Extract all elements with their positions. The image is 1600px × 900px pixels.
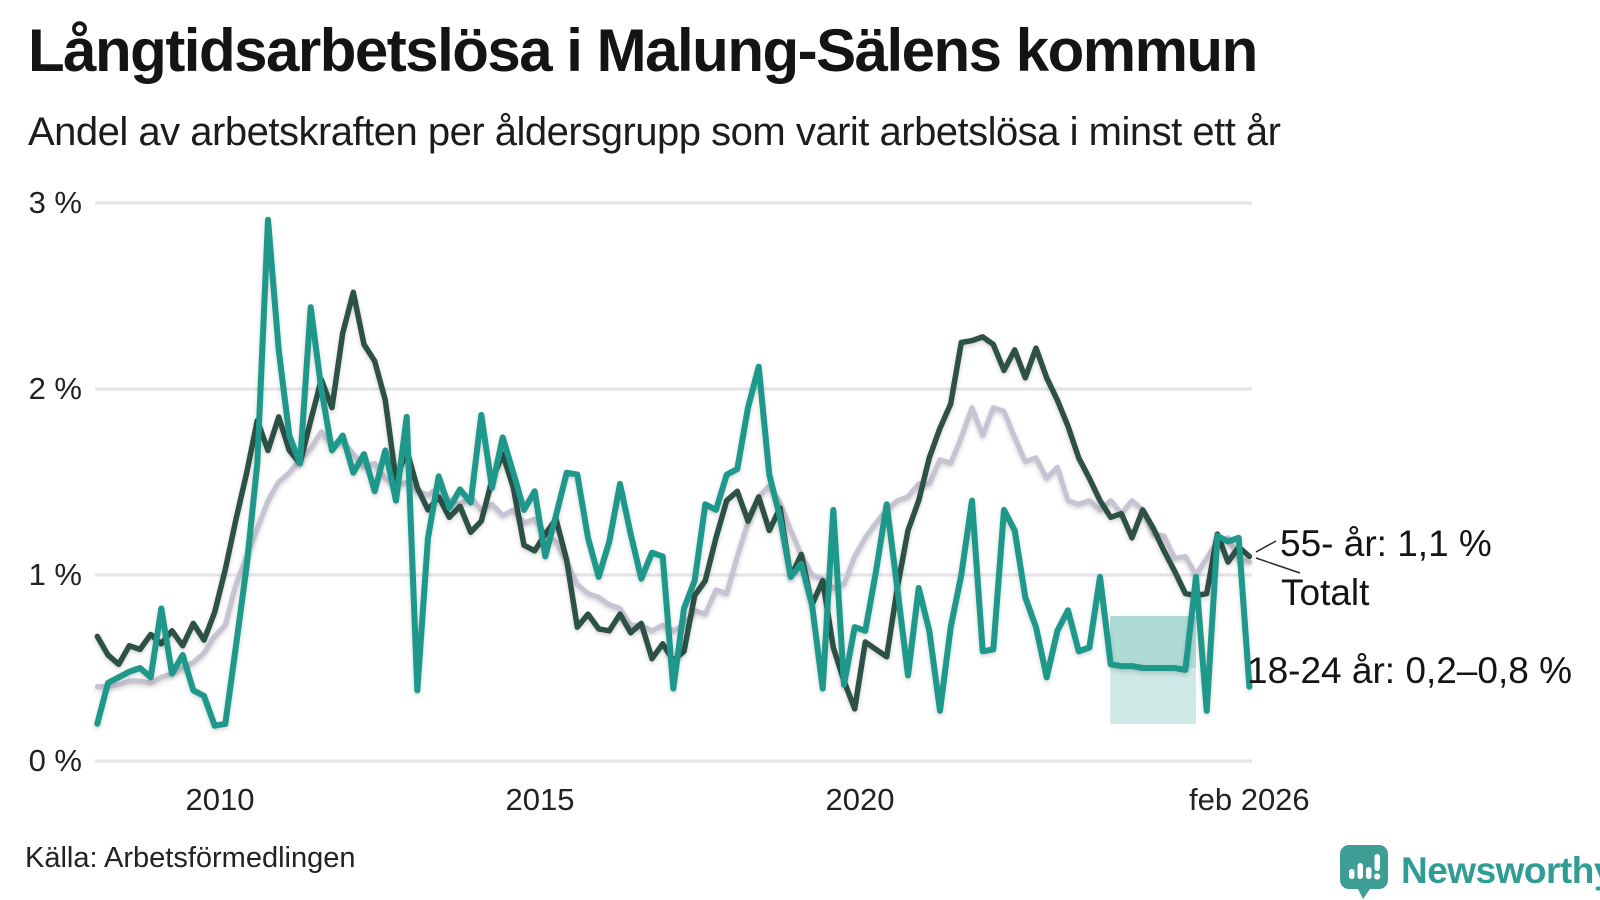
uncertainty-band-lower [1110, 668, 1196, 724]
annotation-young-range: 18-24 år: 0,2–0,8 % [1247, 650, 1572, 691]
y-tick-label: 2 % [28, 371, 82, 406]
newsworthy-wordmark: Newsworthy [1401, 850, 1600, 891]
annotation-total-label: Totalt [1281, 572, 1370, 613]
y-tick-label: 3 % [28, 185, 82, 220]
x-tick-label: feb 2026 [1188, 782, 1310, 817]
page-subtitle: Andel av arbetskraften per åldersgrupp s… [28, 110, 1281, 154]
series-line-18-24-r [94, 216, 1253, 729]
newsworthy-logo[interactable]: Newsworthy [1336, 843, 1600, 899]
bar-chart-speech-bubble-icon [1340, 845, 1388, 899]
source-credit: Källa: Arbetsförmedlingen [25, 842, 356, 874]
y-tick-label: 1 % [28, 557, 82, 592]
x-tick-label: 2015 [505, 782, 575, 817]
series-line-totalt [94, 405, 1252, 690]
x-tick-label: 2020 [825, 782, 895, 817]
annotation-senior-value: 55- år: 1,1 % [1280, 523, 1492, 564]
uncertainty-band-upper [1110, 615, 1196, 668]
y-tick-label: 0 % [28, 743, 82, 778]
page-title: Långtidsarbetslösa i Malung-Sälens kommu… [28, 17, 1258, 84]
leader-line-total [1255, 557, 1301, 574]
x-tick-label: 2010 [185, 782, 255, 817]
leader-line-senior [1255, 540, 1277, 553]
